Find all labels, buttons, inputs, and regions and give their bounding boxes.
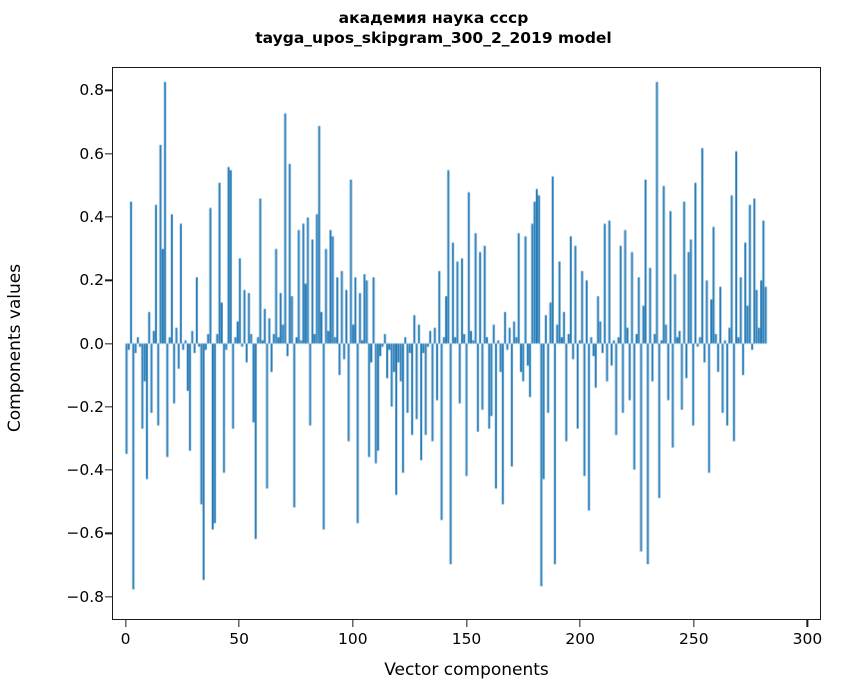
x-tick-mark [579,620,581,627]
y-tick-label: −0.8 [66,587,104,606]
y-axis-tick-labels: 0.8 0.6 0.4 0.2 0.0 −0.2 −0.4 −0.6 −0.8 [0,0,104,696]
x-tick-label: 250 [679,630,709,648]
y-tick-mark [105,279,112,281]
y-tick-label: 0.0 [79,334,104,353]
x-tick-mark [465,620,468,627]
x-tick-mark [352,620,354,627]
x-tick-mark [238,620,240,627]
bar-series-canvas [113,68,820,619]
y-tick-mark [105,153,112,155]
chart-title-line-1: академия наука ссср [338,9,529,27]
x-tick-label: 0 [120,630,131,648]
x-tick-label: 300 [792,630,823,648]
y-tick-mark [105,532,112,534]
x-tick-label: 150 [451,630,482,648]
x-tick-label: 100 [338,630,368,648]
y-tick-label: 0.2 [79,271,104,290]
x-tick-mark [124,620,127,627]
x-tick-mark [806,620,809,627]
y-tick-label: −0.2 [66,397,104,416]
y-tick-label: 0.8 [79,81,104,100]
x-tick-mark [693,620,695,627]
y-tick-label: −0.6 [66,524,104,543]
y-tick-mark [105,469,112,471]
plot-area [112,67,821,620]
y-tick-mark [105,406,112,408]
chart-title: академия наука ссср tayga_upos_skipgram_… [0,8,867,48]
y-tick-label: 0.4 [79,207,104,226]
y-tick-label: −0.4 [66,461,104,480]
y-tick-mark [105,89,112,92]
y-tick-mark [105,216,112,218]
x-tick-label: 200 [565,630,595,648]
x-axis-label: Vector components [384,660,549,680]
y-tick-label: 0.6 [79,144,104,163]
chart-title-line-2: tayga_upos_skipgram_300_2_2019 model [255,29,612,47]
y-tick-mark [105,595,112,598]
y-tick-mark [105,342,112,345]
x-tick-label: 50 [229,630,250,648]
